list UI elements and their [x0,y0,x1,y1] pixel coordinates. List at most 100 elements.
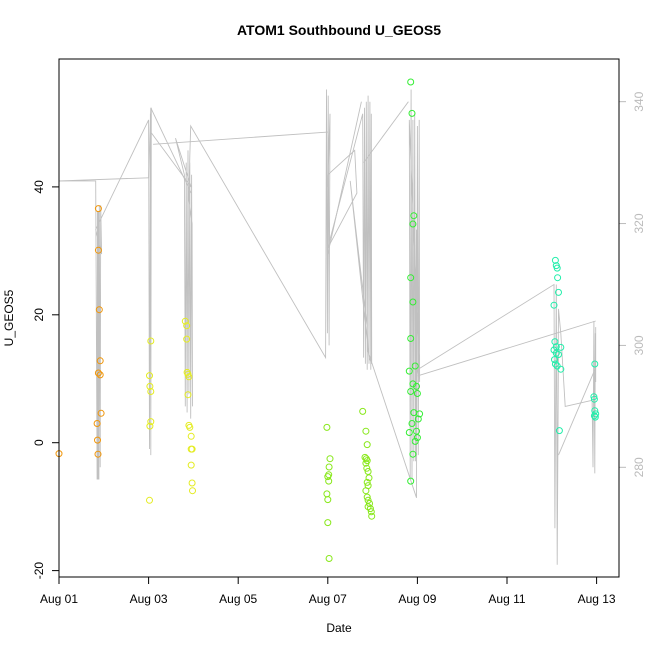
altitude-connector-7 [556,320,596,334]
data-point [409,220,417,228]
altitude-connector-4 [327,101,362,255]
data-point [187,432,195,440]
data-point [407,477,415,485]
data-point [147,418,155,426]
data-point [323,423,331,431]
data-point [363,441,371,449]
data-point [366,500,373,507]
data-point [323,490,331,498]
data-point [407,335,415,342]
data-point [591,360,599,368]
data-point [95,306,103,314]
data-point [557,365,565,373]
data-point [146,382,154,390]
data-point [408,109,416,117]
data-point [409,450,417,458]
data-point [189,487,196,495]
data-point [407,274,415,282]
data-point [186,423,194,431]
data-point [590,395,598,403]
altitude-connector-1 [148,107,152,178]
data-point [94,369,102,377]
data-point [367,508,375,516]
data-point [366,505,374,513]
data-point [324,519,332,527]
data-point [188,479,196,487]
data-point [407,78,415,86]
plot-frame [58,58,620,578]
data-point [362,487,370,495]
altitude-connector-2 [150,107,192,194]
series-flight-3 [323,407,376,562]
data-point [409,298,417,306]
y-tick-label: 20 [32,308,46,322]
x-tick-label: Aug 09 [398,592,436,606]
data-point [405,429,413,436]
altitude-connector-5 [363,101,409,163]
data-point [590,412,598,420]
series-flight-5 [550,256,600,435]
data-point [413,390,421,397]
data-point [555,427,563,435]
data-point [94,450,102,458]
data-point [184,391,192,399]
data-point [362,427,370,435]
data-point [147,337,155,345]
data-point [555,351,562,358]
data-point [407,388,415,395]
data-point [591,413,599,421]
data-point [325,463,333,471]
data-point [96,371,104,379]
series-flight-4 [405,78,424,485]
y-axis-label: U_GEOS5 [2,289,16,346]
data-point [94,205,102,213]
y-tick-label: 40 [32,180,46,194]
data-point [409,380,417,388]
altitude-connector-0 [58,177,149,182]
data-point [405,367,413,375]
data-point [410,409,418,417]
altitude-connector-3 [153,131,328,145]
data-point [187,461,195,469]
x-tick-label: Aug 03 [130,592,168,606]
data-point [557,343,565,351]
data-point [97,409,105,417]
altitude-trace-line [59,89,597,565]
data-point [413,427,420,435]
data-point [363,464,371,472]
right-axis-tick-label: 280 [632,457,646,477]
data-point [592,410,600,418]
series-flight-2 [146,317,196,504]
data-point [325,555,333,562]
data-point [410,212,418,220]
data-point [414,415,422,423]
data-point [324,473,332,481]
data-point [94,436,101,444]
data-point [326,455,334,463]
data-point [408,420,416,427]
y-tick-label: -20 [32,562,46,580]
data-points-layer [55,78,600,562]
data-point [365,474,373,482]
data-point [183,335,191,343]
data-point [411,362,419,370]
x-tick-label: Aug 01 [40,592,78,606]
data-point [551,338,559,346]
data-point [359,407,367,415]
data-point [147,388,155,395]
right-axis-tick-label: 340 [632,91,646,111]
x-tick-label: Aug 13 [578,592,616,606]
data-point [551,360,559,368]
y-tick-label: 0 [32,439,46,446]
data-point [362,459,370,467]
data-point [146,496,153,504]
data-point [551,256,559,264]
altitude-connector-8 [558,369,596,456]
data-point [590,393,598,401]
data-point [146,422,154,430]
data-point [188,445,196,453]
data-point [183,322,191,330]
data-point [413,434,421,442]
data-point [325,477,333,485]
